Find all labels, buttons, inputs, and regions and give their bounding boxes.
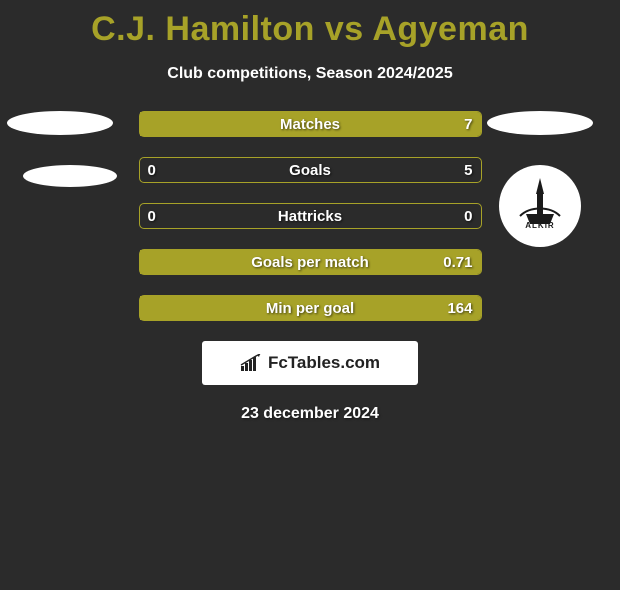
stat-label: Goals xyxy=(140,158,481,182)
brand-box[interactable]: FcTables.com xyxy=(202,341,418,385)
stat-label: Hattricks xyxy=(140,204,481,228)
stat-row-matches: Matches 7 xyxy=(139,111,482,137)
player-left-shape-1 xyxy=(7,111,113,135)
stat-label: Min per goal xyxy=(140,296,481,320)
stat-row-goals-per-match: Goals per match 0.71 xyxy=(139,249,482,275)
stat-value-right: 0 xyxy=(464,204,472,228)
stat-row-hattricks: 0 Hattricks 0 xyxy=(139,203,482,229)
club-crest-right: ALKIR xyxy=(499,165,581,247)
subtitle: Club competitions, Season 2024/2025 xyxy=(0,65,620,83)
player-right-shape-1 xyxy=(487,111,593,135)
date-text: 23 december 2024 xyxy=(0,405,620,423)
stat-row-goals: 0 Goals 5 xyxy=(139,157,482,183)
stat-value-right: 5 xyxy=(464,158,472,182)
stat-label: Matches xyxy=(140,112,481,136)
stat-row-min-per-goal: Min per goal 164 xyxy=(139,295,482,321)
stat-value-right: 164 xyxy=(447,296,472,320)
brand-text: FcTables.com xyxy=(268,353,380,373)
bar-chart-icon xyxy=(240,354,262,372)
stat-label: Goals per match xyxy=(140,250,481,274)
stat-value-right: 0.71 xyxy=(443,250,472,274)
comparison-area: ALKIR Matches 7 0 Goals 5 0 Hattricks 0 xyxy=(0,111,620,321)
stat-value-right: 7 xyxy=(464,112,472,136)
crest-text: ALKIR xyxy=(516,221,564,230)
page-title: C.J. Hamilton vs Agyeman xyxy=(0,10,620,49)
stat-rows: Matches 7 0 Goals 5 0 Hattricks 0 Goals … xyxy=(139,111,482,321)
player-left-shape-2 xyxy=(23,165,117,187)
